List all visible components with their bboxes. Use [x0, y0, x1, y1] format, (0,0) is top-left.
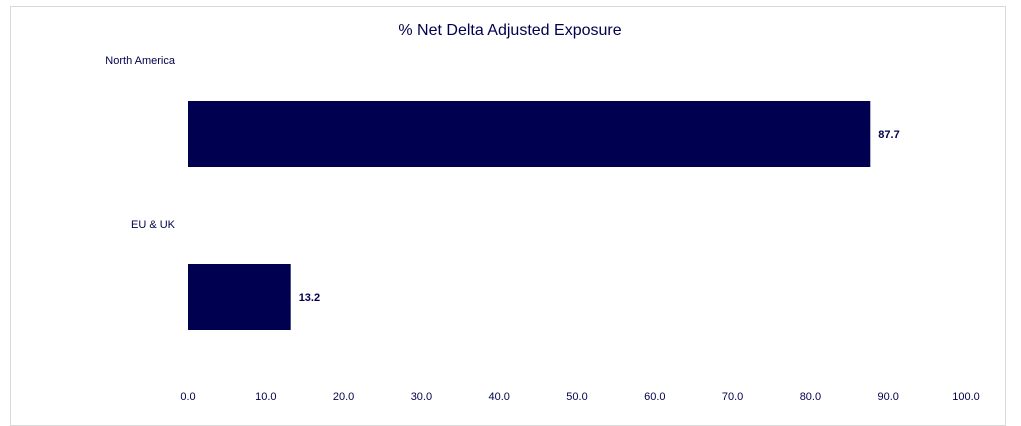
- x-axis-ticks: 0.0 10.0 20.0 30.0 40.0 50.0 60.0 70.0 80.0 90.0 1…: [180, 391, 979, 403]
- bar-north-america: [188, 101, 871, 167]
- x-tick-label: 30.0: [411, 391, 432, 403]
- x-tick-label: 80.0: [800, 391, 821, 403]
- x-tick-label: 50.0: [566, 391, 587, 403]
- x-tick-label: 0.0: [180, 391, 195, 403]
- x-tick-label: 20.0: [333, 391, 354, 403]
- category-label-eu-uk: EU & UK: [131, 219, 176, 231]
- data-label-eu-uk: 13.2: [299, 292, 320, 304]
- chart-frame: [10, 6, 1006, 426]
- bars-layer: North America 87.7 EU & UK 13.2: [105, 55, 900, 330]
- x-tick-label: 70.0: [722, 391, 743, 403]
- x-tick-label: 90.0: [877, 391, 898, 403]
- category-label-north-america: North America: [105, 55, 176, 67]
- data-label-north-america: 87.7: [878, 129, 899, 141]
- chart-title: % Net Delta Adjusted Exposure: [398, 22, 621, 39]
- x-tick-label: 100.0: [952, 391, 980, 403]
- x-tick-label: 60.0: [644, 391, 665, 403]
- x-tick-label: 10.0: [255, 391, 276, 403]
- x-tick-label: 40.0: [488, 391, 509, 403]
- bar-eu-uk: [188, 264, 291, 330]
- bar-chart: % Net Delta Adjusted Exposure North Amer…: [105, 22, 979, 403]
